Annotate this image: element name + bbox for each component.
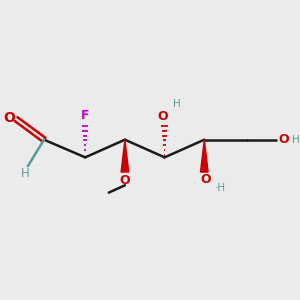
Polygon shape [200,140,208,172]
Text: O: O [278,133,289,146]
Text: O: O [120,174,130,188]
Text: O: O [200,173,211,186]
Text: O: O [4,111,16,124]
Text: F: F [81,109,89,122]
Text: ·H: ·H [215,183,226,193]
Text: H: H [292,135,299,145]
Text: H: H [172,99,180,110]
Polygon shape [121,140,129,172]
Text: O: O [158,110,169,123]
Text: H: H [20,167,29,180]
